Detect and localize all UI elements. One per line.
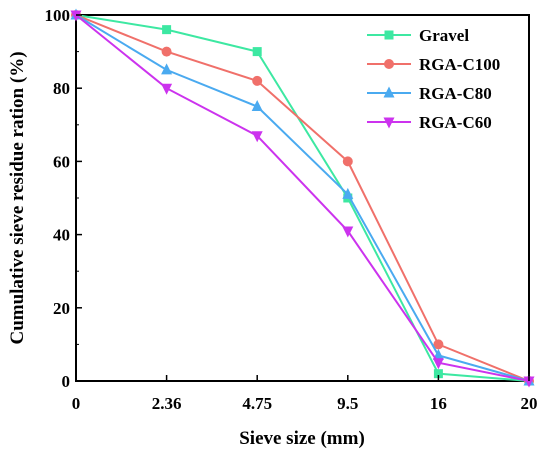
data-point-rga-c80 xyxy=(342,187,354,199)
data-point-gravel xyxy=(433,369,443,379)
legend-item-rga-c80: RGA-C80 xyxy=(367,84,492,103)
legend: Gravel RGA-C100 RGA-C80 RGA-C60 xyxy=(367,26,500,132)
legend-marker xyxy=(383,117,395,129)
y-tick-label: 0 xyxy=(62,372,71,391)
x-tick-label: 9.5 xyxy=(337,394,358,413)
x-tick-label: 2.36 xyxy=(152,394,182,413)
data-point-rga-c80 xyxy=(251,100,263,111)
series-line-rga-c100 xyxy=(75,14,530,382)
x-axis-title: Sieve size (mm) xyxy=(239,428,365,449)
data-point-rga-c100 xyxy=(342,156,353,167)
legend-item-rga-c100: RGA-C100 xyxy=(367,55,500,74)
legend-marker xyxy=(383,86,395,98)
series-line-rga-c60 xyxy=(75,14,530,382)
legend-marker xyxy=(384,59,394,69)
data-point-rga-c100 xyxy=(252,75,263,86)
data-point-rga-c100 xyxy=(161,46,172,57)
legend-label: RGA-C60 xyxy=(419,113,492,132)
x-tick-label: 4.75 xyxy=(242,394,272,413)
series-rga-c60 xyxy=(70,10,535,388)
x-axis: 0 2.36 4.75 9.5 16 20 xyxy=(72,375,538,413)
y-tick-label: 80 xyxy=(53,79,70,98)
data-point-rga-c100 xyxy=(433,339,444,350)
legend-label: Gravel xyxy=(419,26,469,45)
y-tick-label: 100 xyxy=(45,6,71,25)
y-tick-label: 20 xyxy=(53,299,70,318)
series-line-gravel xyxy=(75,14,530,382)
series-line-rga-c80 xyxy=(75,14,530,382)
data-point-rga-c60 xyxy=(523,376,535,388)
legend-item-gravel: Gravel xyxy=(367,26,469,45)
legend-label: RGA-C100 xyxy=(419,55,500,74)
x-tick-label: 0 xyxy=(72,394,81,413)
legend-label: RGA-C80 xyxy=(419,84,492,103)
y-tick-label: 40 xyxy=(53,226,70,245)
y-axis-title: Cumulative sieve residue ration (%) xyxy=(7,51,28,344)
data-point-rga-c60 xyxy=(342,226,354,238)
legend-marker xyxy=(384,30,394,40)
x-tick-label: 20 xyxy=(521,394,538,413)
x-tick-label: 16 xyxy=(430,394,447,413)
legend-item-rga-c60: RGA-C60 xyxy=(367,113,492,132)
y-axis: 0 20 40 60 80 100 xyxy=(45,6,82,391)
data-point-rga-c60 xyxy=(251,131,263,143)
data-point-gravel xyxy=(252,47,262,57)
data-point-rga-c60 xyxy=(70,10,82,22)
data-point-gravel xyxy=(162,25,172,35)
data-point-rga-c60 xyxy=(432,358,444,370)
data-point-rga-c80 xyxy=(161,63,173,75)
data-point-rga-c60 xyxy=(161,83,173,95)
y-tick-label: 60 xyxy=(53,152,70,171)
